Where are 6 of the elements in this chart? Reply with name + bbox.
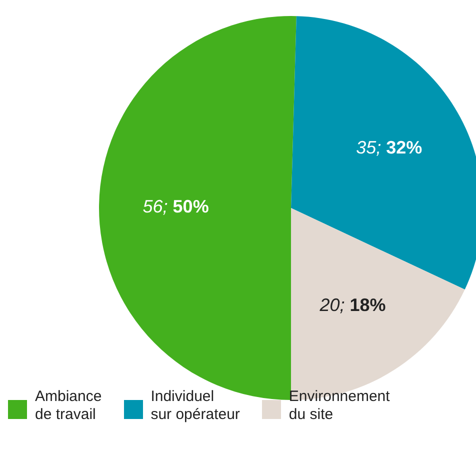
legend-label: Ambiance de travail [35, 388, 102, 424]
legend-label: Environnement du site [288, 388, 390, 424]
data-label: 35; 32% [356, 138, 422, 158]
data-label: 56; 50% [142, 196, 209, 216]
data-label: 20; 18% [318, 295, 386, 316]
legend-label: Individuel sur opérateur [150, 388, 240, 424]
